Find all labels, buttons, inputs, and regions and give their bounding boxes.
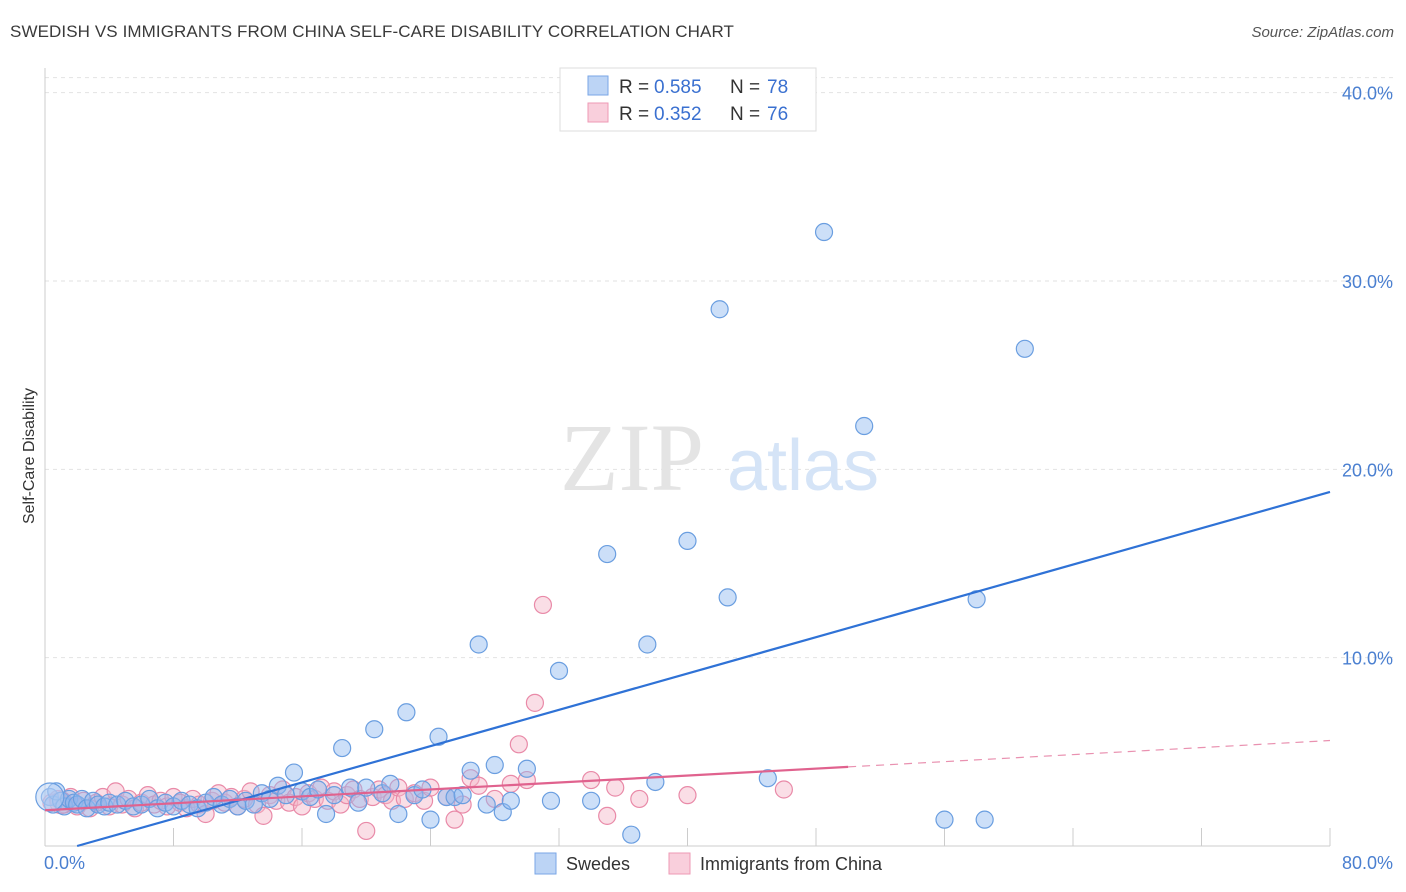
swede-point [333,738,352,758]
series-swedes [35,222,1034,844]
swede-point [316,804,336,824]
legend-swatch-china [587,102,609,123]
swede-point [855,416,874,436]
swede-point [758,769,777,788]
trend-line-swedes [76,490,1331,848]
swede-point [598,544,617,564]
swede-point [622,825,641,844]
swede-point [710,300,729,319]
trend-lines [44,490,1331,848]
swede-point [975,810,994,829]
china-point [357,821,376,841]
china-point [598,806,617,825]
trend-line-china-extension [848,739,1331,768]
china-point [331,795,350,814]
legend-n-value-2: 76 [767,104,788,125]
grid-lines [45,77,1393,659]
swede-point [389,804,408,824]
watermark-atlas: atlas [727,426,879,506]
watermark-zip: ZIP [560,404,704,511]
legend-n-label-1: N = [730,77,760,98]
swede-point [381,774,400,793]
swede-point [469,635,488,654]
swede-point [935,810,954,829]
y-tick-label: 40.0% [1342,84,1393,104]
axes [44,68,1331,847]
swede-point [814,222,834,242]
swede-point [718,588,737,607]
trend-line-china [44,765,849,812]
swede-point [638,635,657,654]
watermark: ZIP atlas [560,404,879,511]
legend-r-label-1: R = [619,77,649,98]
legend-r-value-1: 0.585 [654,77,702,98]
swede-point [341,778,360,797]
swede-point [501,791,520,810]
chart-title: SWEDISH VS IMMIGRANTS FROM CHINA SELF-CA… [10,22,735,41]
swede-point [477,795,496,814]
bottom-legend-swatch-china [668,852,691,875]
china-point [525,693,545,712]
legend-swatch-swedes [587,75,609,96]
china-point [678,786,697,805]
x-tick-label-min: 0.0% [44,853,85,873]
legend-r-value-2: 0.352 [654,104,702,125]
swede-point [365,720,384,739]
china-point [509,735,528,754]
swede-point [397,703,416,722]
x-tick-label-max: 80.0% [1342,853,1393,873]
swede-point [1015,339,1034,358]
swede-point [284,763,304,782]
china-point [533,595,553,615]
swede-point [678,531,697,551]
y-tick-labels: 10.0% 20.0% 30.0% 40.0% [1342,84,1393,669]
y-tick-label: 20.0% [1342,460,1393,480]
swede-point [582,791,601,810]
swede-point [35,782,65,812]
bottom-legend-swatch-swedes [534,852,557,875]
swede-point [308,780,328,799]
bottom-legend: Swedes Immigrants from China [534,852,883,875]
china-point [445,810,464,829]
swede-point [453,786,472,805]
swede-point [485,755,504,775]
legend-n-label-2: N = [730,104,760,125]
y-axis-label: Self-Care Disability [21,388,38,524]
legend-n-value-1: 78 [767,77,788,98]
swede-point [421,810,440,829]
swede-point [429,727,448,746]
swede-point [88,795,108,814]
y-tick-label: 10.0% [1342,649,1393,669]
y-tick-label: 30.0% [1342,272,1393,292]
china-point [606,778,625,797]
swede-point [549,661,569,680]
china-point [774,780,793,799]
swede-point [461,761,480,780]
swede-point [541,791,561,810]
source-label: Source: ZipAtlas.com [1251,24,1394,41]
swede-point [517,759,536,778]
bottom-legend-label-swedes: Swedes [566,854,630,874]
legend-r-label-2: R = [619,104,649,125]
legend: R = 0.585 N = 78 R = 0.352 N = 76 [559,67,817,132]
bottom-legend-label-china: Immigrants from China [700,854,883,874]
swede-point [349,793,368,812]
china-point [630,789,649,809]
